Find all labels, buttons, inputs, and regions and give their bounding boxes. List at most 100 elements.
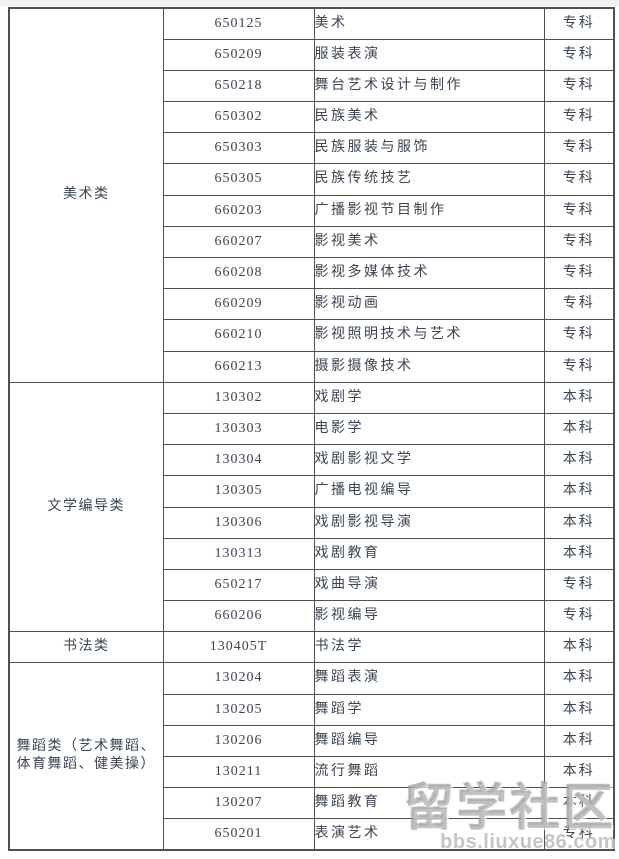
- level-cell: 本科: [543, 693, 615, 726]
- table-row: 文学编导类 130302 戏剧学 本科: [8, 381, 615, 633]
- major-cell: 舞蹈学: [313, 693, 545, 726]
- table-row: 130205 舞蹈学 本科: [9, 693, 615, 726]
- code-cell: 130204: [162, 662, 315, 695]
- table-row: 舞蹈类（艺术舞蹈、 体育舞蹈、健美操） 130204 舞蹈表演 本科: [8, 662, 615, 851]
- category-cell: 美术类: [8, 7, 164, 383]
- code-cell: 130305: [162, 475, 315, 508]
- level-cell: 本科: [543, 537, 615, 570]
- table-row: 660203 广播影视节目制作 专科: [9, 194, 615, 227]
- code-cell: 130205: [162, 693, 315, 726]
- major-cell: 民族传统技艺: [313, 163, 545, 196]
- code-cell: 650209: [162, 38, 315, 71]
- level-cell: 本科: [543, 631, 615, 664]
- table-row: 660206 影视编导 专科: [9, 600, 615, 633]
- table-row: 650302 民族美术 专科: [9, 101, 615, 134]
- level-cell: 本科: [543, 444, 615, 477]
- table-row: 书法类 130405T 书法学 本科: [8, 631, 615, 664]
- level-cell: 本科: [543, 787, 615, 820]
- major-cell: 戏曲导演: [313, 568, 545, 602]
- code-cell: 660213: [162, 350, 315, 383]
- major-cell: 美术: [313, 7, 545, 40]
- major-cell: 广播影视节目制作: [313, 194, 545, 227]
- table-row: 650209 服装表演 专科: [9, 38, 615, 71]
- major-cell: 影视美术: [313, 225, 545, 259]
- code-cell: 130405T: [162, 631, 315, 664]
- table-row: 660207 影视美术 专科: [9, 225, 615, 259]
- code-cell: 650125: [162, 7, 315, 40]
- table-row: 美术类 650125 美术 专科: [8, 7, 615, 383]
- major-cell: 电影学: [313, 412, 545, 446]
- major-cell: 影视照明技术与艺术: [313, 319, 545, 352]
- majors-table: 美术类 650125 美术 专科 650209 服装表演 专科 650218 舞台艺术设计与制作…: [8, 7, 615, 852]
- code-cell: 130306: [162, 506, 315, 539]
- major-cell: 影视多媒体技术: [313, 256, 545, 290]
- table-row: 650305 民族传统技艺 专科: [9, 163, 615, 196]
- major-cell: 戏剧学: [313, 381, 545, 414]
- major-cell: 戏剧影视文学: [313, 444, 545, 477]
- major-cell: 民族美术: [313, 101, 545, 134]
- table-row: 660208 影视多媒体技术 专科: [9, 256, 615, 290]
- table-row: 650201 表演艺术 专科: [9, 818, 615, 851]
- major-cell: 民族服装与服饰: [313, 132, 545, 165]
- major-cell: 摄影摄像技术: [313, 350, 545, 383]
- table-row: 660210 影视照明技术与艺术 专科: [9, 319, 615, 352]
- level-cell: 专科: [543, 568, 615, 602]
- major-cell: 舞蹈编导: [313, 724, 545, 758]
- code-cell: 660207: [162, 225, 315, 259]
- table-row: 660213 摄影摄像技术 专科: [9, 350, 615, 383]
- category-cell: 书法类: [8, 631, 164, 664]
- code-cell: 660208: [162, 256, 315, 290]
- majors-table-body: 美术类 650125 美术 专科 650209 服装表演 专科 650218 舞台艺术设计与制作…: [8, 7, 615, 851]
- major-cell: 书法学: [313, 631, 545, 664]
- category-cell: 文学编导类: [8, 381, 164, 633]
- major-cell: 舞蹈教育: [313, 787, 545, 820]
- level-cell: 专科: [543, 38, 615, 71]
- major-cell: 戏剧影视导演: [313, 506, 545, 539]
- code-cell: 650218: [162, 69, 315, 103]
- level-cell: 本科: [543, 662, 615, 695]
- code-cell: 660209: [162, 288, 315, 321]
- category-cell: 舞蹈类（艺术舞蹈、 体育舞蹈、健美操）: [8, 662, 164, 851]
- level-cell: 专科: [543, 350, 615, 383]
- code-cell: 130302: [162, 381, 315, 414]
- major-cell: 影视编导: [313, 600, 545, 633]
- table-row: 130306 戏剧影视导演 本科: [9, 506, 615, 539]
- level-cell: 本科: [543, 381, 615, 414]
- code-cell: 650302: [162, 101, 315, 134]
- major-cell: 影视动画: [313, 288, 545, 321]
- major-cell: 流行舞蹈: [313, 755, 545, 789]
- code-cell: 130207: [162, 787, 315, 820]
- page-top-edge: [0, 0, 619, 6]
- major-cell: 舞台艺术设计与制作: [313, 69, 545, 103]
- table-row: 660209 影视动画 专科: [9, 288, 615, 321]
- major-cell: 戏剧教育: [313, 537, 545, 570]
- code-cell: 130206: [162, 724, 315, 758]
- code-cell: 650303: [162, 132, 315, 165]
- code-cell: 660206: [162, 600, 315, 633]
- table-row: 130313 戏剧教育 本科: [9, 537, 615, 570]
- level-cell: 专科: [543, 163, 615, 196]
- level-cell: 本科: [543, 755, 615, 789]
- level-cell: 本科: [543, 475, 615, 508]
- level-cell: 专科: [543, 194, 615, 227]
- major-cell: 服装表演: [313, 38, 545, 71]
- table-row: 650218 舞台艺术设计与制作 专科: [9, 69, 615, 103]
- code-cell: 130303: [162, 412, 315, 446]
- code-cell: 660210: [162, 319, 315, 352]
- level-cell: 专科: [543, 69, 615, 103]
- table-row: 130305 广播电视编导 本科: [9, 475, 615, 508]
- level-cell: 专科: [543, 132, 615, 165]
- code-cell: 130304: [162, 444, 315, 477]
- table-row: 650217 戏曲导演 专科: [9, 568, 615, 602]
- table-row: 650303 民族服装与服饰 专科: [9, 132, 615, 165]
- level-cell: 专科: [543, 600, 615, 633]
- code-cell: 660203: [162, 194, 315, 227]
- level-cell: 专科: [543, 101, 615, 134]
- code-cell: 130211: [162, 755, 315, 789]
- level-cell: 专科: [543, 225, 615, 259]
- level-cell: 本科: [543, 506, 615, 539]
- table-row: 130207 舞蹈教育 本科: [9, 787, 615, 820]
- level-cell: 专科: [543, 288, 615, 321]
- code-cell: 130313: [162, 537, 315, 570]
- level-cell: 专科: [543, 256, 615, 290]
